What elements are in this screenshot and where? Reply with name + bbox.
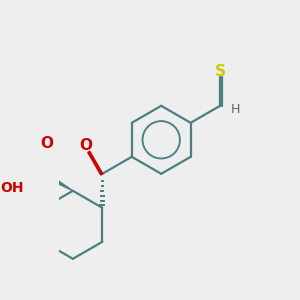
Text: S: S [214, 64, 226, 79]
Text: OH: OH [1, 181, 24, 195]
Text: H: H [231, 103, 240, 116]
Polygon shape [45, 173, 73, 191]
Text: O: O [80, 138, 93, 153]
Text: O: O [40, 136, 53, 152]
